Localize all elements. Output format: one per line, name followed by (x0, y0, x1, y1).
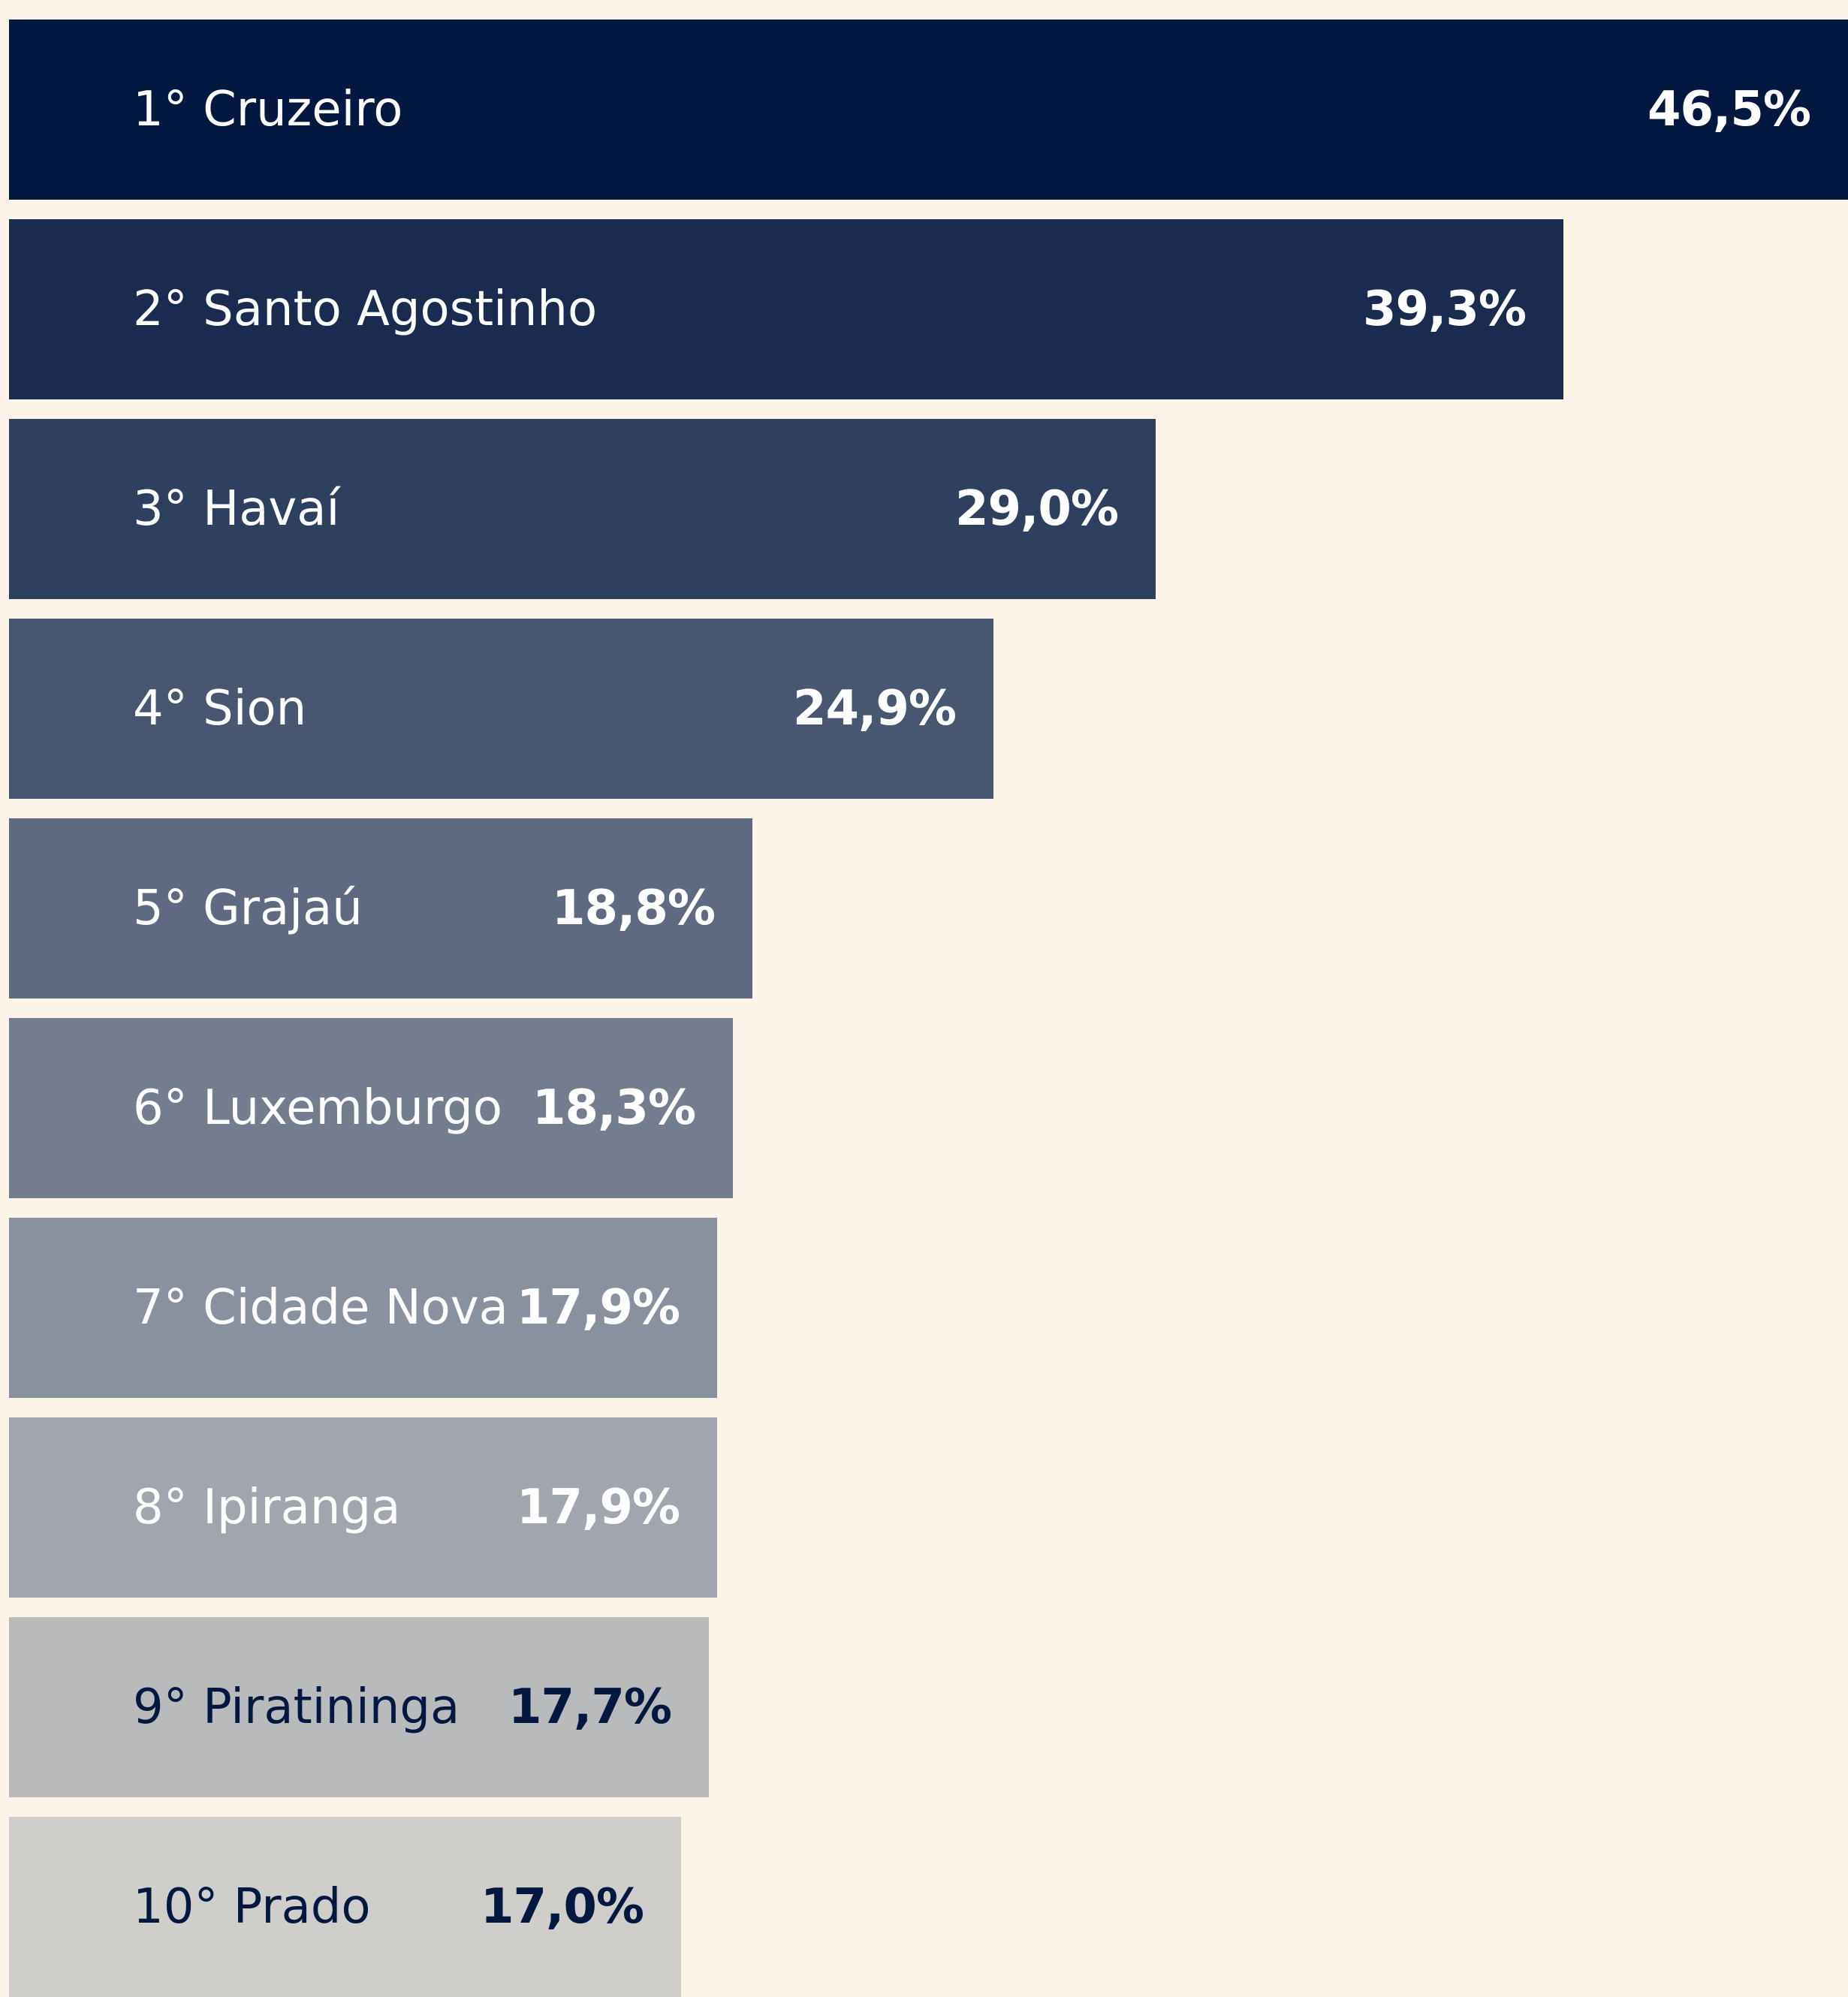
bar-10: 10° Prado 17,0% (9, 1817, 681, 1997)
bar-label-3: 3° Havaí (133, 481, 340, 537)
bar-label-9: 9° Piratininga (133, 1679, 460, 1735)
bar-2: 2° Santo Agostinho 39,3% (9, 219, 1563, 399)
bar-label-2: 2° Santo Agostinho (133, 282, 598, 337)
bar-value-label-6: 18,3% (532, 1080, 696, 1136)
bar-label-6: 6° Luxemburgo (133, 1080, 502, 1136)
bar-value-label-3: 29,0% (954, 481, 1119, 537)
bar-value-label-2: 39,3% (1362, 282, 1527, 337)
bar-label-7: 7° Cidade Nova (133, 1280, 508, 1336)
bar-label-5: 5° Grajaú (133, 881, 363, 936)
bar-5: 5° Grajaú 18,8% (9, 818, 752, 999)
bar-label-8: 8° Ipiranga (133, 1480, 401, 1535)
bar-value-label-10: 17,0% (480, 1879, 644, 1935)
bar-9: 9° Piratininga 17,7% (9, 1617, 709, 1797)
bar-4: 4° Sion 24,9% (9, 619, 993, 799)
bar-label-4: 4° Sion (133, 681, 307, 736)
bar-value-label-4: 24,9% (792, 681, 957, 736)
bar-7: 7° Cidade Nova 17,9% (9, 1218, 717, 1398)
bar-label-1: 1° Cruzeiro (133, 82, 403, 137)
bar-label-10: 10° Prado (133, 1879, 371, 1935)
bar-value-label-8: 17,9% (516, 1480, 680, 1535)
bar-value-label-7: 17,9% (516, 1280, 680, 1336)
bar-1: 1° Cruzeiro 46,5% (9, 20, 1848, 200)
bar-value-label-5: 18,8% (551, 881, 716, 936)
bar-6: 6° Luxemburgo 18,3% (9, 1018, 733, 1198)
bar-value-label-9: 17,7% (508, 1679, 672, 1735)
bar-8: 8° Ipiranga 17,9% (9, 1417, 717, 1598)
bar-value-label-1: 46,5% (1647, 82, 1811, 137)
bar-3: 3° Havaí 29,0% (9, 419, 1156, 599)
